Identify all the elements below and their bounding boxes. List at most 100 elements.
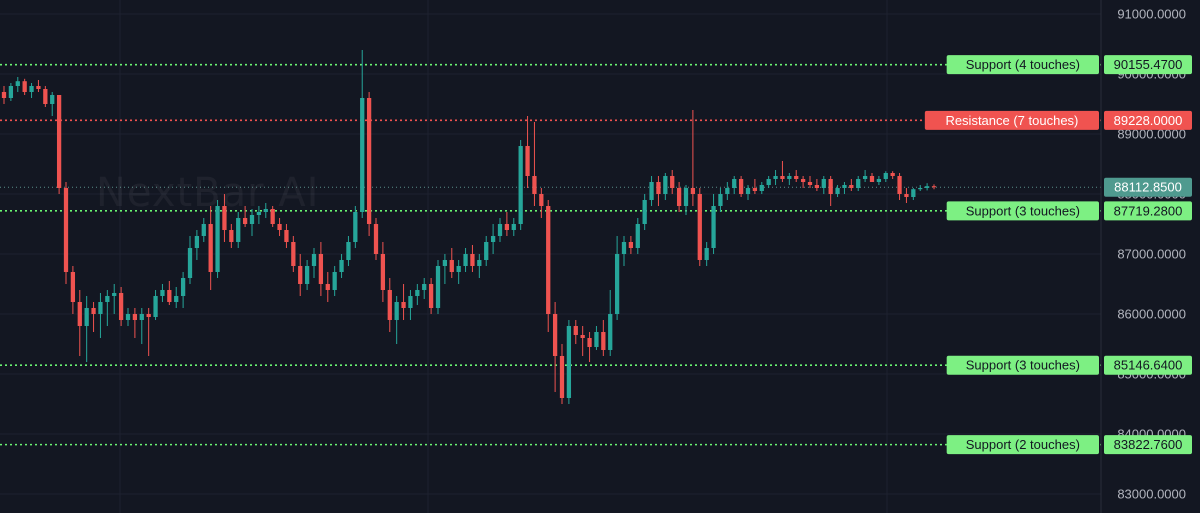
candle-body: [256, 212, 262, 215]
candle-body: [518, 146, 523, 224]
candle: [318, 242, 324, 296]
candle: [656, 176, 661, 206]
candle-body: [422, 284, 427, 290]
candle-body: [366, 98, 372, 224]
candle-body: [842, 185, 847, 188]
candle: [876, 176, 882, 185]
support-label-tag: [946, 55, 1099, 75]
candle-body: [780, 176, 785, 179]
last-price-text: 88112.8500: [1114, 180, 1182, 195]
candle-body: [360, 98, 365, 212]
candle-body: [497, 224, 503, 236]
candle: [518, 140, 523, 230]
candle: [497, 218, 503, 242]
candle: [36, 80, 41, 92]
candle-body: [559, 356, 565, 398]
support-label-text: Support (2 touches): [966, 437, 1080, 452]
y-tick-label: 87000.0000: [1117, 247, 1186, 262]
candle-body: [77, 302, 82, 326]
candle-body: [594, 332, 599, 347]
candle: [263, 203, 268, 218]
candle: [484, 236, 489, 266]
candle-body: [43, 89, 48, 104]
level-labels: 90155.4700 Support (4 touches) 89228.0000 R…: [924, 55, 1192, 455]
candle-body: [911, 189, 916, 197]
candle: [298, 254, 303, 296]
candle-body: [304, 266, 310, 284]
candle-body: [98, 302, 103, 314]
candle-body: [56, 95, 62, 188]
candle-body: [532, 176, 537, 194]
candle: [408, 290, 413, 320]
candle: [504, 212, 510, 236]
candle: [270, 206, 275, 227]
candle-body: [807, 182, 813, 185]
candle: [525, 116, 530, 188]
candles: [1, 50, 937, 404]
candle-body: [621, 242, 627, 254]
candle-body: [22, 81, 27, 92]
candle: [442, 254, 448, 284]
candle: [794, 170, 799, 182]
candle: [194, 230, 200, 260]
support-label-tag: [946, 355, 1099, 375]
candle-body: [15, 81, 20, 86]
candle-body: [332, 272, 337, 290]
candle-body: [821, 179, 826, 188]
candle: [676, 182, 682, 212]
candle-body: [566, 326, 572, 398]
support-value-tag: [1104, 55, 1192, 75]
candle: [105, 290, 110, 326]
candle: [766, 176, 771, 188]
candle-body: [387, 290, 392, 320]
candle: [222, 194, 227, 242]
candle-body: [442, 260, 448, 266]
candle: [449, 248, 454, 278]
candle-body: [325, 284, 330, 290]
candle-body: [153, 296, 158, 317]
candle-body: [635, 224, 640, 248]
support-value-tag: [1104, 201, 1192, 221]
candle: [807, 176, 813, 188]
candle-body: [890, 173, 895, 176]
candle-body: [318, 254, 324, 284]
last-price-tag: [1104, 177, 1192, 197]
candle: [849, 179, 854, 191]
candle: [683, 185, 689, 215]
candle-body: [918, 188, 923, 190]
candle: [725, 182, 730, 200]
candle: [559, 344, 565, 404]
candle: [187, 236, 193, 284]
candle-body: [242, 218, 248, 224]
candle: [649, 176, 654, 206]
candle-body: [683, 188, 689, 206]
candle: [642, 194, 647, 230]
candle: [573, 320, 578, 344]
level-lines: [0, 63, 1101, 446]
candle: [146, 308, 151, 356]
candle-body: [139, 314, 144, 320]
candle-body: [869, 176, 875, 182]
candle: [614, 236, 620, 320]
candle-body: [794, 176, 799, 179]
candle-body: [428, 284, 434, 308]
grid: [0, 0, 1101, 513]
candle: [587, 332, 592, 362]
candle: [139, 308, 144, 344]
candle-body: [63, 188, 69, 272]
candle-body: [194, 236, 200, 248]
candle: [394, 296, 399, 344]
support-value-text: 85146.6400: [1114, 358, 1183, 373]
candle-body: [380, 254, 386, 290]
candle: [56, 95, 62, 194]
candle: [332, 266, 337, 296]
candle-body: [187, 248, 193, 278]
candle-body: [91, 308, 96, 314]
candle: [711, 194, 716, 254]
candle-body: [263, 209, 268, 212]
candle-body: [408, 296, 413, 308]
candle-body: [29, 86, 34, 92]
candle: [304, 260, 310, 290]
candle: [229, 224, 234, 248]
